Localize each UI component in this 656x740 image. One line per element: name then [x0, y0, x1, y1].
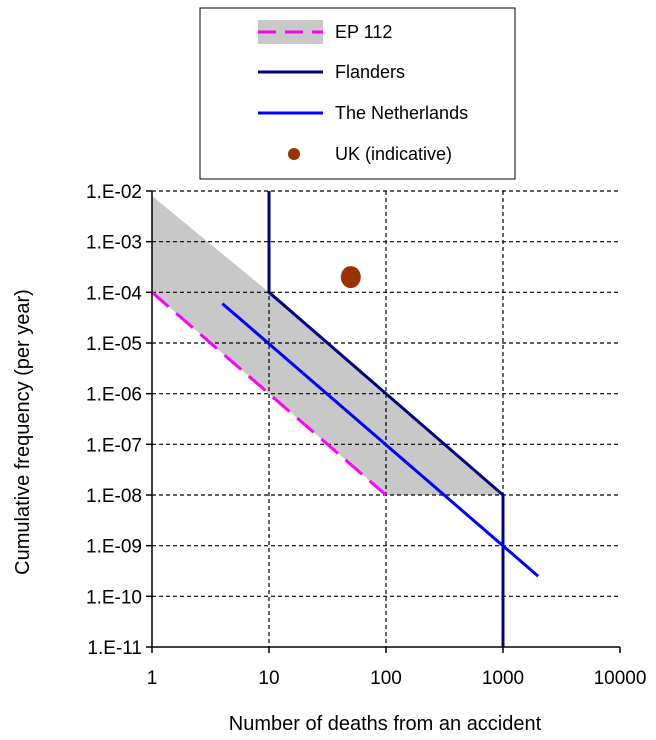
- y-tick-label: 1.E-07: [86, 435, 142, 456]
- x-tick-label: 1: [147, 668, 158, 689]
- legend-swatch-uk: [288, 148, 300, 160]
- y-tick-label: 1.E-04: [86, 283, 142, 304]
- y-tick-label: 1.E-08: [86, 486, 142, 507]
- y-tick-label: 1.E-06: [86, 385, 142, 406]
- x-tick-label: 100: [370, 668, 402, 689]
- y-tick-label: 1.E-03: [86, 233, 142, 254]
- y-axis-title: Cumulative frequency (per year): [12, 289, 34, 575]
- x-tick-label: 1000: [482, 668, 524, 689]
- legend-label-ep112: EP 112: [335, 22, 392, 42]
- legend-label-netherlands: The Netherlands: [335, 103, 468, 123]
- legend-label-flanders: Flanders: [335, 62, 405, 82]
- y-tick-label: 1.E-11: [87, 638, 142, 659]
- legend-box: [199, 7, 516, 180]
- x-tick-label: 10000: [594, 668, 647, 689]
- y-tick-label: 1.E-02: [86, 182, 142, 203]
- x-axis-title: Number of deaths from an accident: [229, 713, 542, 735]
- netherlands-line: [221, 302, 540, 578]
- legend-label-uk: UK (indicative): [335, 144, 452, 164]
- y-tick-label: 1.E-05: [86, 334, 142, 355]
- flanders-line: [267, 191, 505, 647]
- x-tick-label: 10: [258, 668, 279, 689]
- uk-marker: [340, 266, 361, 289]
- y-tick-label: 1.E-10: [86, 587, 142, 608]
- ep112-dashed-line: [151, 291, 387, 497]
- y-tick-label: 1.E-09: [86, 537, 142, 558]
